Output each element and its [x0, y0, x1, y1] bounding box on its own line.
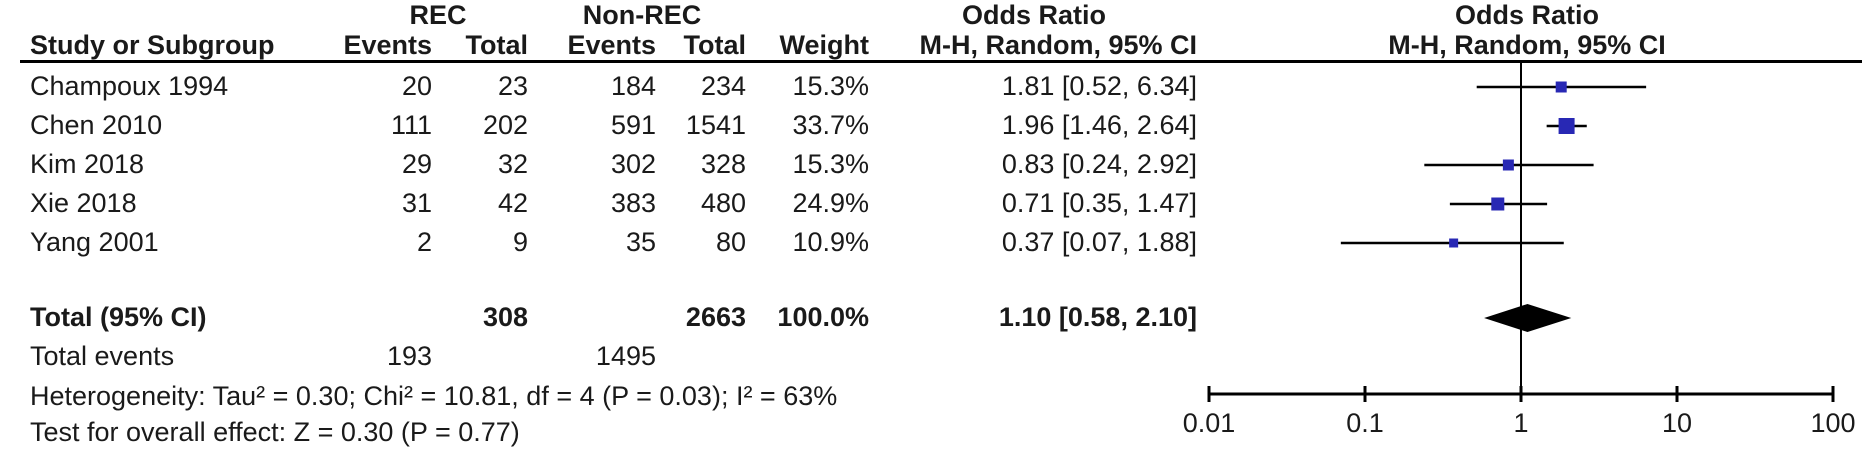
- or-column-title: Odds Ratio: [961, 0, 1107, 31]
- rec-total-cell: 202: [482, 110, 528, 141]
- study-weight-marker: [1502, 159, 1514, 171]
- total-rec-total: 308: [482, 302, 528, 333]
- study-name: Champoux 1994: [30, 71, 229, 102]
- x-axis-tick-label: 10: [1661, 408, 1693, 439]
- nonrec-total-cell: 328: [700, 149, 746, 180]
- or-ci-cell: 0.83 [0.24, 2.92]: [1001, 149, 1197, 180]
- or-ci-cell: 0.71 [0.35, 1.47]: [1001, 188, 1197, 219]
- col-header-weight: Weight: [779, 30, 870, 61]
- study-name: Xie 2018: [30, 188, 137, 219]
- col-header-study: Study or Subgroup: [30, 30, 275, 61]
- study-name: Kim 2018: [30, 149, 145, 180]
- total-nonrec-total: 2663: [685, 302, 746, 333]
- or-ci-cell: 1.81 [0.52, 6.34]: [1001, 71, 1197, 102]
- rec-total-cell: 23: [497, 71, 528, 102]
- total-or-ci: 1.10 [0.58, 2.10]: [998, 302, 1197, 333]
- weight-cell: 15.3%: [792, 149, 869, 180]
- or-plot-title: Odds Ratio: [1454, 0, 1600, 31]
- study-name: Yang 2001: [30, 227, 159, 258]
- header-underline: [20, 60, 1862, 63]
- rec-total-cell: 9: [512, 227, 528, 258]
- group-header-rec: REC: [409, 0, 467, 31]
- total-row-label: Total (95% CI): [30, 302, 207, 333]
- col-header-events-nonrec: Events: [567, 30, 656, 61]
- rec-events-cell: 29: [401, 149, 432, 180]
- rec-events-cell: 111: [390, 110, 432, 141]
- nonrec-total-cell: 80: [715, 227, 746, 258]
- group-header-nonrec: Non-REC: [582, 0, 702, 31]
- rec-events-cell: 2: [416, 227, 432, 258]
- rec-events-cell: 20: [401, 71, 432, 102]
- col-header-total-nonrec: Total: [683, 30, 747, 61]
- weight-cell: 15.3%: [792, 71, 869, 102]
- col-header-or-ci-plot: M-H, Random, 95% CI: [1388, 30, 1666, 61]
- overall-effect-note: Test for overall effect: Z = 0.30 (P = 0…: [30, 417, 520, 448]
- rec-total-cell: 42: [497, 188, 528, 219]
- total-events-label: Total events: [30, 341, 175, 372]
- nonrec-total-cell: 480: [700, 188, 746, 219]
- col-header-events-rec: Events: [343, 30, 432, 61]
- nonrec-events-cell: 591: [610, 110, 656, 141]
- col-header-total-rec: Total: [465, 30, 529, 61]
- nonrec-events-cell: 184: [610, 71, 656, 102]
- rec-total-cell: 32: [497, 149, 528, 180]
- nonrec-events-cell: 35: [625, 227, 656, 258]
- total-events-nonrec: 1495: [595, 341, 656, 372]
- rec-events-cell: 31: [401, 188, 432, 219]
- weight-cell: 33.7%: [792, 110, 869, 141]
- weight-cell: 24.9%: [792, 188, 869, 219]
- or-ci-cell: 1.96 [1.46, 2.64]: [1001, 110, 1197, 141]
- total-weight: 100.0%: [777, 302, 869, 333]
- study-weight-marker: [1555, 81, 1567, 93]
- total-events-rec: 193: [386, 341, 432, 372]
- nonrec-total-cell: 234: [700, 71, 746, 102]
- x-axis-tick-label: 100: [1810, 408, 1856, 439]
- study-weight-marker: [1449, 238, 1459, 248]
- heterogeneity-note: Heterogeneity: Tau² = 0.30; Chi² = 10.81…: [30, 381, 838, 412]
- x-axis-tick-label: 0.1: [1346, 408, 1384, 439]
- pooled-diamond: [1484, 304, 1572, 332]
- study-weight-marker: [1558, 118, 1575, 134]
- nonrec-total-cell: 1541: [685, 110, 746, 141]
- weight-cell: 10.9%: [792, 227, 869, 258]
- nonrec-events-cell: 302: [610, 149, 656, 180]
- nonrec-events-cell: 383: [610, 188, 656, 219]
- x-axis-tick-label: 1: [1513, 408, 1529, 439]
- col-header-or-ci: M-H, Random, 95% CI: [919, 30, 1197, 61]
- study-name: Chen 2010: [30, 110, 163, 141]
- or-ci-cell: 0.37 [0.07, 1.88]: [1001, 227, 1197, 258]
- study-weight-marker: [1491, 197, 1505, 211]
- x-axis-tick-label: 0.01: [1182, 408, 1236, 439]
